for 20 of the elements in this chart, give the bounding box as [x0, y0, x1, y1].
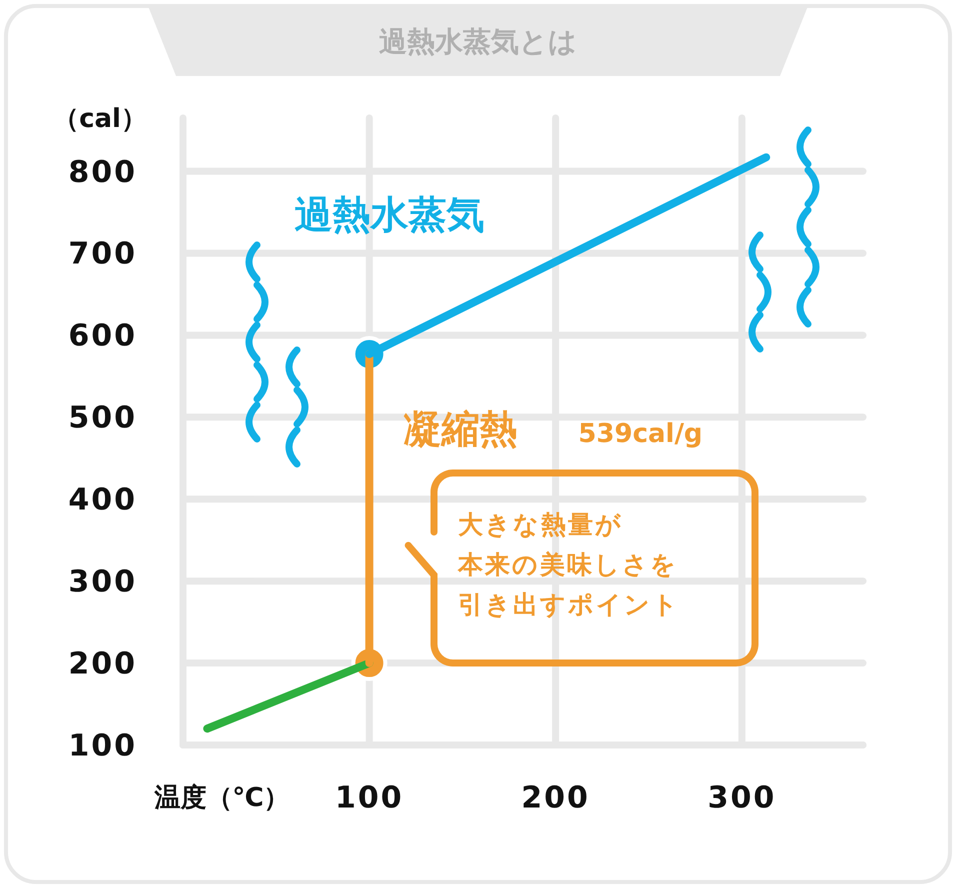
y-tick-label: 200: [68, 646, 137, 682]
chart-title: 過熱水蒸気とは: [379, 25, 577, 58]
y-axis-title: （cal）: [53, 104, 147, 134]
x-tick-label: 300: [708, 780, 776, 816]
y-tick-label: 800: [68, 154, 137, 190]
y-tick-label: 100: [68, 728, 137, 764]
y-tick-label: 600: [68, 318, 137, 354]
series-label: 過熱水蒸気: [294, 192, 484, 236]
x-tick-label: 200: [521, 780, 590, 816]
x-axis-title: 温度（℃）: [153, 783, 290, 814]
annotation: 大きな熱量が: [458, 510, 623, 539]
annotation: 本来の美味しさを: [457, 550, 678, 579]
series-label: 凝縮熱: [403, 407, 518, 452]
annotation: 539cal/g: [578, 419, 703, 450]
annotation: 引き出すポイント: [458, 590, 680, 619]
y-tick-label: 400: [68, 482, 137, 518]
y-tick-label: 700: [68, 236, 137, 272]
y-tick-label: 500: [68, 400, 137, 436]
y-tick-label: 300: [68, 564, 137, 600]
x-tick-label: 100: [334, 780, 404, 816]
